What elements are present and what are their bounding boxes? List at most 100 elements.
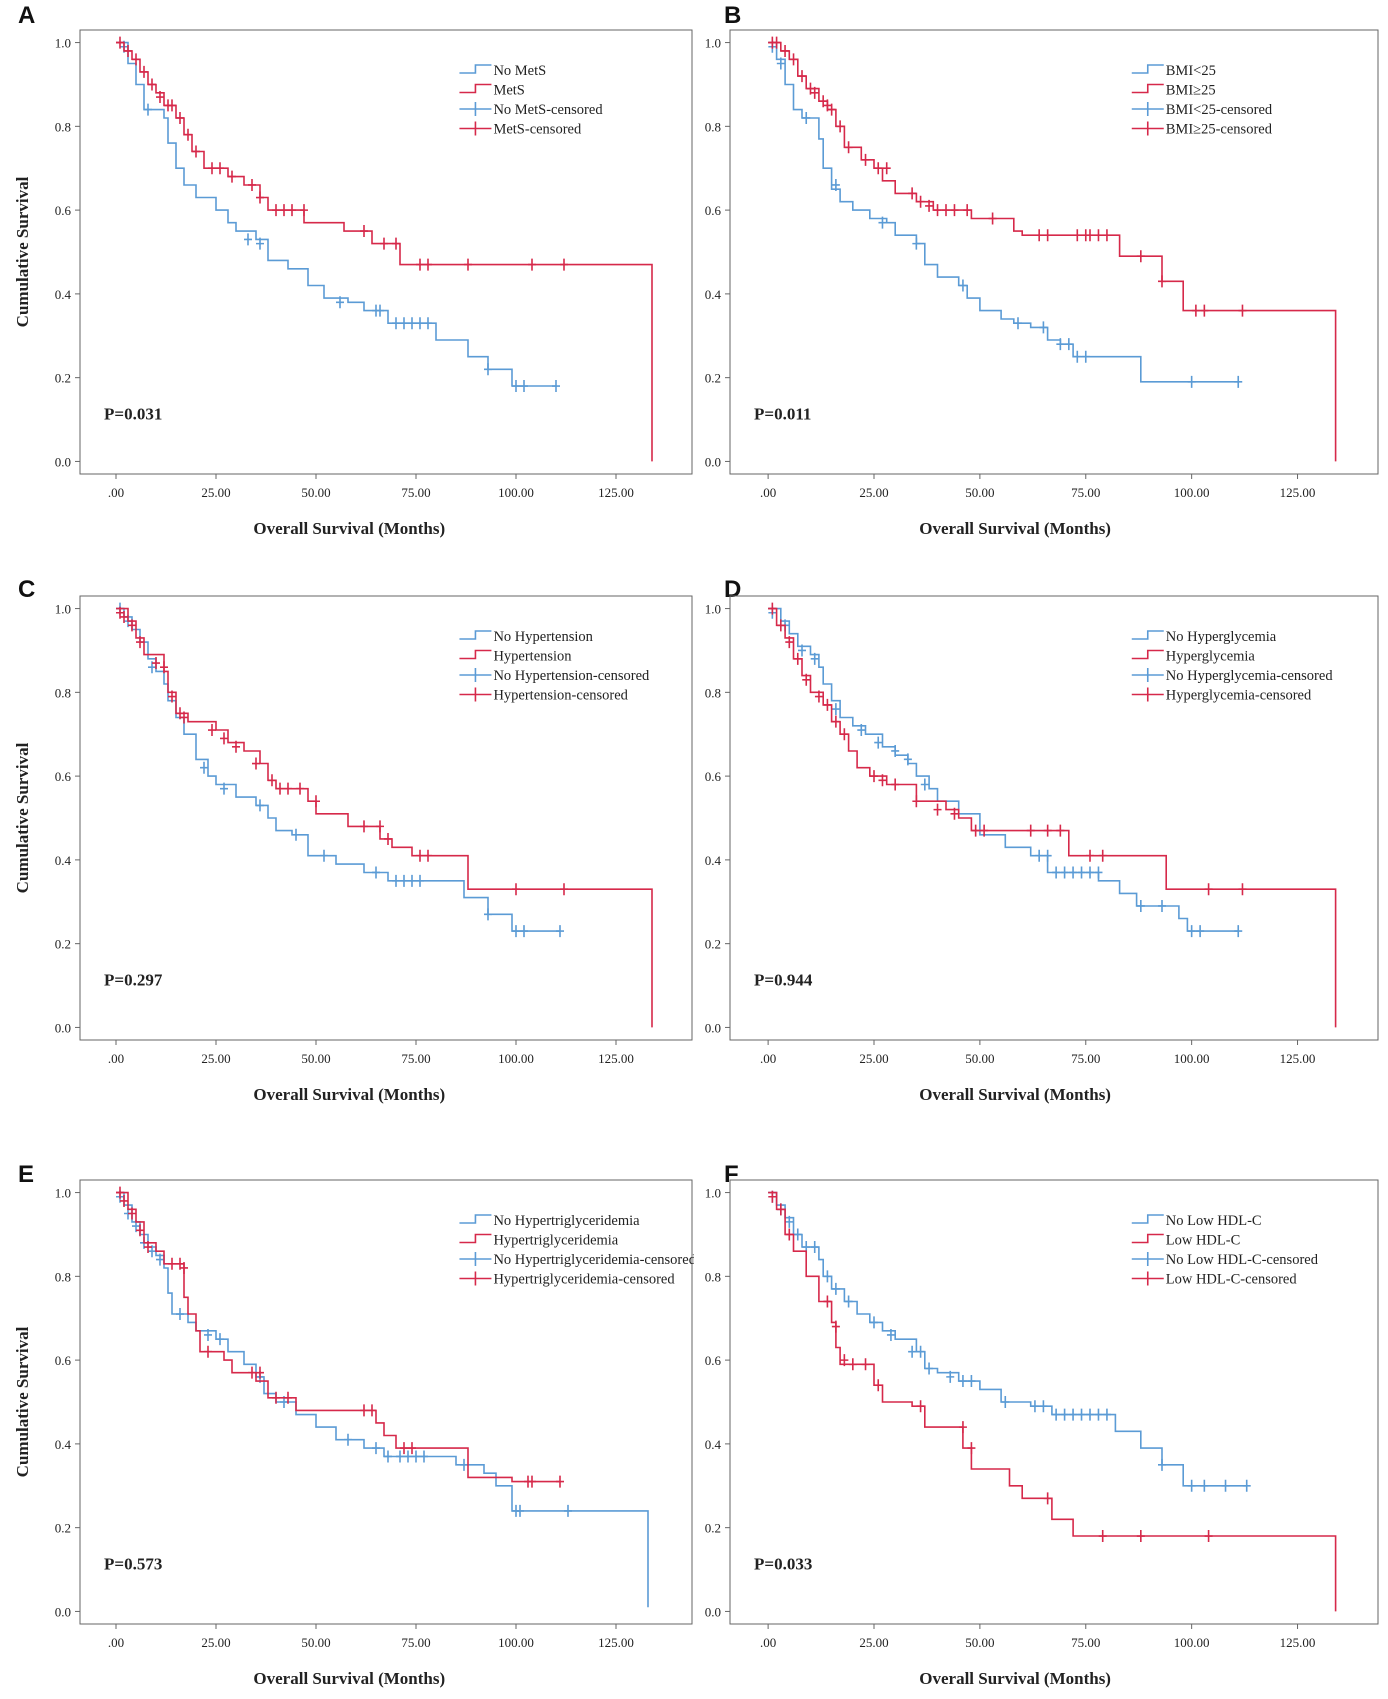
p-value-label: P=0.297 bbox=[104, 971, 163, 990]
censor-mark bbox=[220, 732, 228, 745]
censor-mark bbox=[1086, 1408, 1094, 1421]
legend-label: BMI≥25-censored bbox=[1166, 122, 1273, 138]
x-tick-label: 100.00 bbox=[498, 485, 534, 500]
censor-mark bbox=[831, 703, 840, 716]
x-tick-label: 100.00 bbox=[1174, 1051, 1210, 1066]
censor-mark bbox=[256, 799, 264, 812]
censor-mark bbox=[320, 849, 328, 862]
legend-label: No Low HDL-C-censored bbox=[1166, 1252, 1319, 1268]
censor-mark bbox=[768, 602, 777, 615]
censor-mark bbox=[958, 1421, 967, 1434]
censor-mark bbox=[1094, 1408, 1103, 1421]
censor-mark bbox=[848, 1358, 857, 1371]
censor-mark bbox=[1035, 849, 1044, 862]
x-tick-label: 75.00 bbox=[1071, 1051, 1100, 1066]
censor-mark bbox=[116, 1186, 124, 1199]
censor-mark bbox=[424, 849, 432, 862]
censor-mark bbox=[484, 908, 492, 921]
panel-b: B 0.0 0.2 0.4 0.6 0.8 1.0 .00 25.00 50.00 75.00 100… bbox=[694, 0, 1388, 566]
censor-mark bbox=[874, 1379, 883, 1392]
survival-curve-group-1 bbox=[768, 607, 1239, 932]
censor-mark bbox=[823, 1270, 832, 1283]
censor-mark bbox=[925, 1362, 934, 1375]
x-tick-label: .00 bbox=[760, 1051, 776, 1066]
y-tick-label: 0.0 bbox=[705, 454, 721, 469]
censor-mark bbox=[256, 191, 264, 204]
survival-curve-group-2 bbox=[768, 1191, 1337, 1612]
plot-frame bbox=[729, 595, 1379, 1041]
legend-label: Hypertriglyceridemia-censored bbox=[493, 1272, 675, 1288]
censor-mark bbox=[1242, 1479, 1251, 1492]
censor-mark bbox=[464, 258, 472, 271]
panel-f-chart: 0.0 0.2 0.4 0.6 0.8 1.0 .00 25.00 50.00 75.00 100.… bbox=[705, 1179, 1379, 1688]
legend-label: MetS-censored bbox=[493, 122, 582, 138]
legend-swatch bbox=[1131, 630, 1164, 640]
censor-mark bbox=[1098, 849, 1107, 862]
censor-mark bbox=[1014, 317, 1022, 330]
plot-frame bbox=[79, 1179, 693, 1625]
censor-mark bbox=[1200, 304, 1209, 317]
censor-mark bbox=[925, 199, 934, 212]
censor-mark bbox=[120, 610, 128, 623]
censor-mark bbox=[1187, 1479, 1196, 1492]
censor-mark bbox=[516, 1504, 524, 1517]
censor-mark bbox=[220, 782, 228, 795]
censor-mark bbox=[1094, 229, 1103, 242]
legend-swatch bbox=[459, 668, 492, 682]
censor-mark bbox=[1001, 1396, 1010, 1408]
censor-mark bbox=[802, 111, 811, 124]
legend-label: Hyperglycemia bbox=[1166, 649, 1256, 665]
censor-mark bbox=[1026, 824, 1035, 837]
legend-swatch bbox=[1131, 649, 1164, 660]
censor-mark bbox=[1238, 883, 1247, 896]
censor-mark bbox=[132, 53, 140, 66]
censor-mark bbox=[806, 82, 815, 95]
panel-c: C 0.0 0.2 0.4 0.6 0.8 1.0 .00 25.00 50.00 75.00 100… bbox=[0, 566, 694, 1132]
legend-swatch bbox=[1131, 64, 1164, 74]
censor-mark bbox=[810, 86, 819, 99]
y-tick-label: 0.2 bbox=[55, 371, 71, 386]
p-value-label: P=0.031 bbox=[104, 405, 162, 424]
censor-mark bbox=[1238, 304, 1247, 317]
censor-mark bbox=[958, 1375, 967, 1388]
censor-mark bbox=[1204, 883, 1213, 896]
y-tick-label: 0.8 bbox=[55, 685, 71, 700]
censor-mark bbox=[404, 1450, 412, 1463]
panel-a: A 0.0 0.2 0.4 0.6 0.8 1.0 .00 25.00 50.00 75.00 100… bbox=[0, 0, 694, 566]
panel-a-chart: 0.0 0.2 0.4 0.6 0.8 1.0 .00 25.00 50.00 75.00 100.… bbox=[13, 29, 693, 538]
censor-mark bbox=[180, 711, 188, 724]
censor-mark bbox=[420, 1450, 428, 1463]
censor-mark bbox=[958, 279, 967, 292]
censor-mark bbox=[870, 770, 878, 783]
y-tick-label: 1.0 bbox=[705, 1186, 721, 1201]
censor-mark bbox=[360, 225, 368, 238]
y-tick-label: 0.4 bbox=[55, 853, 72, 868]
survival-curve-group-1 bbox=[116, 1191, 649, 1608]
censor-mark bbox=[1234, 925, 1243, 938]
censor-mark bbox=[168, 1257, 176, 1270]
y-tick-label: 0.6 bbox=[55, 1353, 72, 1368]
x-tick-label: 50.00 bbox=[301, 485, 330, 500]
censor-mark bbox=[140, 65, 148, 78]
censor-mark bbox=[396, 1450, 404, 1463]
censor-mark bbox=[878, 774, 887, 787]
censor-mark bbox=[823, 698, 832, 711]
censor-mark bbox=[1052, 1408, 1061, 1421]
censor-mark bbox=[216, 1333, 224, 1346]
censor-mark bbox=[1196, 925, 1205, 938]
censor-mark bbox=[184, 128, 192, 141]
censor-mark bbox=[1158, 1458, 1166, 1471]
panel-b-letter: B bbox=[724, 2, 742, 29]
censor-mark bbox=[1043, 229, 1052, 242]
censor-mark bbox=[967, 1442, 976, 1455]
censor-mark bbox=[789, 53, 798, 66]
panel-f: F 0.0 0.2 0.4 0.6 0.8 1.0 .00 25.00 50.00 75.00 100… bbox=[694, 1132, 1388, 1699]
censor-mark bbox=[1039, 321, 1048, 334]
censor-mark bbox=[128, 1207, 136, 1220]
censor-mark bbox=[336, 296, 344, 309]
y-axis-label: Cumulative Survival bbox=[13, 742, 32, 893]
censor-mark bbox=[798, 70, 806, 83]
censor-mark bbox=[1234, 375, 1243, 388]
censor-mark bbox=[874, 162, 883, 175]
censor-mark bbox=[891, 778, 900, 791]
